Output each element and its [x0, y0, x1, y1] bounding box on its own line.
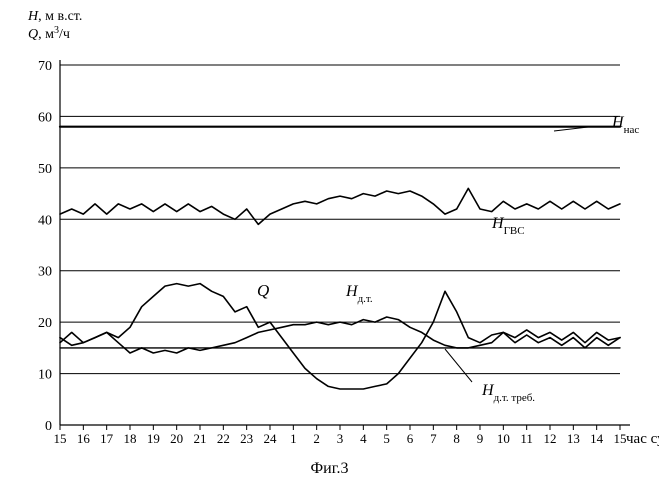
figure-caption: Фиг.3	[311, 460, 349, 477]
y-tick-label: 30	[38, 265, 52, 280]
series-label-Q: Q	[257, 281, 269, 300]
x-tick-label: 18	[124, 431, 137, 446]
y-axis-label-line1: H, м в.ст.	[27, 9, 82, 24]
x-tick-label: 7	[430, 431, 437, 446]
x-tick-label: 14	[590, 431, 604, 446]
x-tick-label: 15	[614, 431, 627, 446]
x-tick-label: 21	[194, 431, 207, 446]
x-tick-label: 17	[100, 431, 114, 446]
x-tick-label: 20	[170, 431, 183, 446]
x-tick-label: 2	[313, 431, 320, 446]
x-tick-label: 5	[383, 431, 390, 446]
x-tick-label: 23	[240, 431, 253, 446]
x-tick-label: 1	[290, 431, 297, 446]
x-tick-label: 13	[567, 431, 580, 446]
x-tick-label: 11	[520, 431, 533, 446]
x-tick-label: 10	[497, 431, 510, 446]
y-tick-label: 60	[38, 110, 52, 125]
y-tick-label: 70	[38, 59, 52, 74]
x-tick-label: 16	[77, 431, 91, 446]
x-tick-label: 22	[217, 431, 230, 446]
x-tick-label: 4	[360, 431, 367, 446]
x-tick-label: 3	[337, 431, 344, 446]
chart-svg: 0102030405060701516171819202122232412345…	[0, 0, 659, 500]
figure: 0102030405060701516171819202122232412345…	[0, 0, 659, 500]
x-tick-label: 6	[407, 431, 414, 446]
x-axis-label: час суток	[626, 431, 659, 447]
y-axis-label-line2: Q, м3/ч	[28, 25, 70, 43]
x-tick-label: 19	[147, 431, 160, 446]
x-tick-label: 12	[544, 431, 557, 446]
y-tick-label: 10	[38, 368, 52, 383]
y-tick-label: 20	[38, 316, 52, 331]
x-tick-label: 9	[477, 431, 484, 446]
x-tick-label: 24	[264, 431, 278, 446]
y-tick-label: 40	[38, 213, 52, 228]
x-tick-label: 8	[453, 431, 460, 446]
y-tick-label: 50	[38, 162, 52, 177]
y-tick-label: 0	[45, 419, 52, 434]
x-tick-label: 15	[54, 431, 67, 446]
